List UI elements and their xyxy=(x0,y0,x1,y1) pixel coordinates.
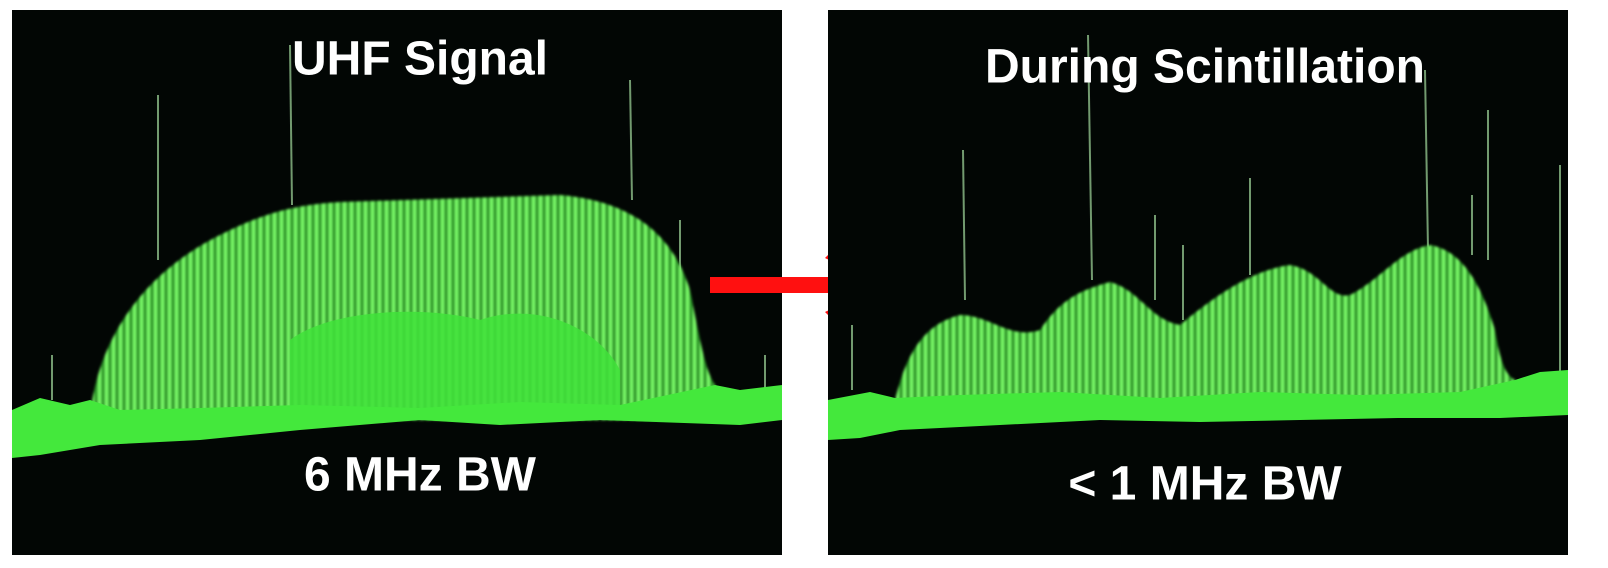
signal-envelope xyxy=(895,245,1515,410)
panel-caption: 6 MHz BW xyxy=(304,449,537,502)
noise-floor xyxy=(828,370,1568,440)
noise-floor xyxy=(12,385,782,458)
left-panel: UHF Signal 6 MHz BW xyxy=(12,10,782,555)
spikes xyxy=(851,34,1561,390)
panel-caption: < 1 MHz BW xyxy=(1068,458,1342,511)
signal-core xyxy=(290,311,620,410)
right-panel: During Scintillation < 1 MHz BW xyxy=(828,10,1568,555)
spikes xyxy=(51,44,766,400)
panel-title: During Scintillation xyxy=(985,41,1425,94)
panel-title: UHF Signal xyxy=(292,33,548,86)
